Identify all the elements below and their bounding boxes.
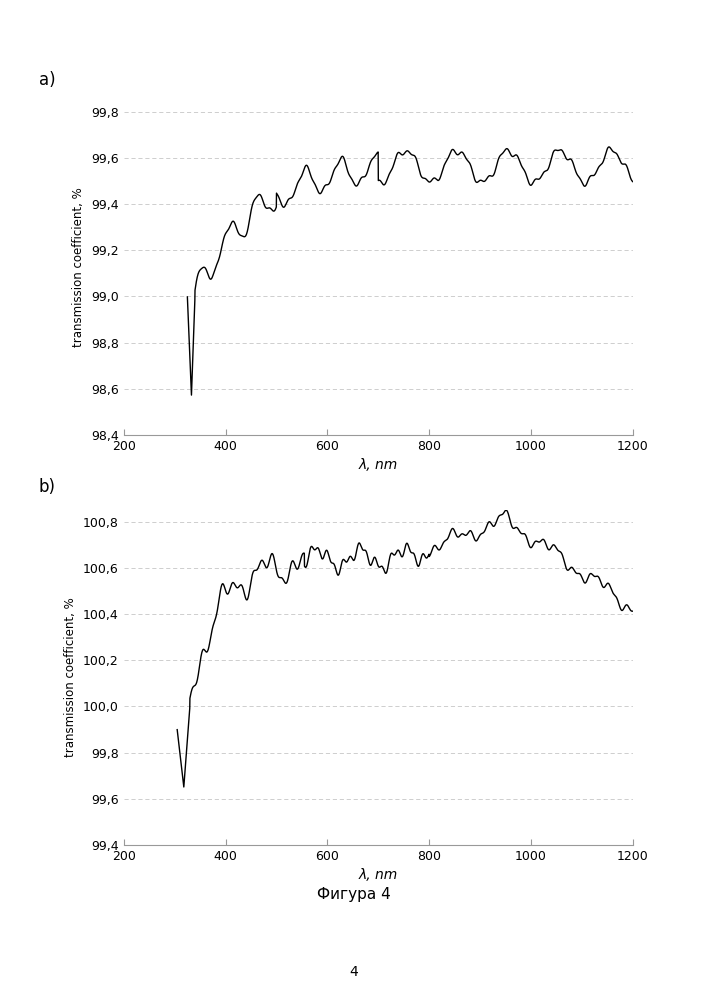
Y-axis label: transmission coefficient, %: transmission coefficient, % — [64, 598, 78, 757]
Text: b): b) — [39, 478, 56, 496]
Text: a): a) — [39, 71, 56, 89]
Text: 4: 4 — [349, 965, 358, 979]
Y-axis label: transmission coefficient, %: transmission coefficient, % — [72, 188, 86, 347]
X-axis label: λ, nm: λ, nm — [358, 868, 398, 882]
X-axis label: λ, nm: λ, nm — [358, 458, 398, 472]
Text: Фигура 4: Фигура 4 — [317, 888, 390, 902]
